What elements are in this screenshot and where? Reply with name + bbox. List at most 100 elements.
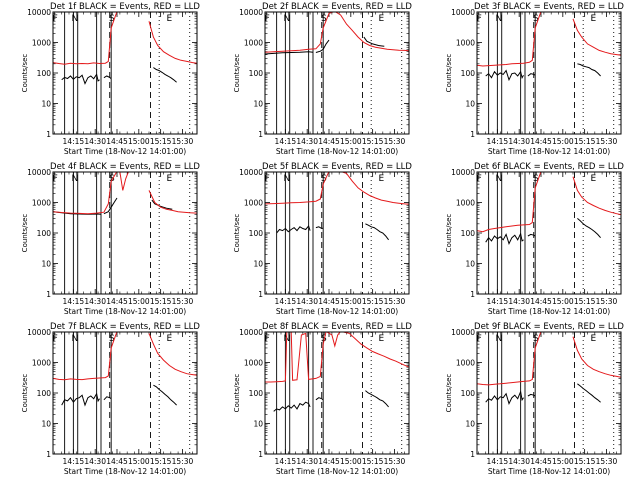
events-series-segment (153, 67, 177, 83)
x-tick-label: 15:00 (340, 457, 362, 466)
x-tick-label: 15:30 (172, 137, 194, 146)
panel-7: Det 7f BLACK = Events, RED = LLD 1 10 100 10… (21, 322, 200, 476)
marker-label-f: F (53, 14, 58, 24)
y-tick-label: 1 (46, 290, 51, 299)
y-axis-label: Counts/sec (233, 374, 241, 413)
panel-3: Det 3f BLACK = Events, RED = LLD 1 10 100 10… (445, 2, 624, 156)
events-series-segment (153, 384, 177, 406)
x-tick-label: 15:15 (150, 457, 172, 466)
y-tick-label: 100 (249, 69, 264, 78)
y-tick-label: 1000 (244, 199, 263, 208)
marker-label-n: N (495, 174, 502, 184)
x-tick-label: 14:30 (508, 297, 530, 306)
panel-6: Det 6f BLACK = Events, RED = LLD 1 10 100 10… (445, 162, 624, 316)
panel-title: Det 4f BLACK = Events, RED = LLD (50, 162, 200, 172)
panel-5: Det 5f BLACK = Events, RED = LLD 1 10 100 10… (233, 162, 412, 316)
x-axis-label: Start Time (18-Nov-12 14:01:00) (488, 307, 610, 316)
y-tick-label: 1 (258, 130, 263, 139)
x-tick-label: 15:15 (150, 297, 172, 306)
marker-label-s: S (321, 174, 327, 184)
x-tick-label: 15:15 (574, 457, 596, 466)
marker-label-s: S (321, 14, 327, 24)
y-tick-label: 1 (470, 450, 475, 459)
y-tick-label: 10000 (239, 168, 263, 177)
lld-series-segment (265, 172, 409, 205)
y-tick-label: 10000 (451, 168, 475, 177)
x-tick-label: 15:15 (574, 297, 596, 306)
x-tick-label: 14:45 (318, 297, 340, 306)
plot-frame (264, 331, 410, 455)
x-tick-label: 15:30 (596, 137, 618, 146)
x-tick-label: 15:15 (362, 457, 384, 466)
events-series-segment (485, 232, 524, 245)
y-tick-label: 1000 (456, 39, 475, 48)
x-tick-label: 14:45 (106, 297, 128, 306)
x-tick-label: 14:15 (275, 297, 297, 306)
events-series-segment (365, 223, 389, 241)
events-series-segment (577, 383, 601, 403)
x-tick-label: 14:45 (318, 137, 340, 146)
plot-frame (52, 171, 198, 295)
lld-series-segment (148, 333, 197, 376)
y-tick-label: 100 (461, 229, 476, 238)
marker-label-e: E (167, 174, 173, 184)
lld-series-segment (53, 172, 129, 215)
x-tick-label: 14:15 (487, 297, 509, 306)
y-tick-label: 10 (41, 100, 51, 109)
marker-label-f: F (265, 174, 270, 184)
events-series-segment (527, 393, 536, 397)
lld-series-segment (572, 336, 621, 378)
marker-label-f: F (265, 334, 270, 344)
y-axis-label: Counts/sec (233, 214, 241, 253)
panel-title: Det 7f BLACK = Events, RED = LLD (50, 322, 200, 332)
x-tick-label: 14:15 (487, 137, 509, 146)
x-axis-label: Start Time (18-Nov-12 14:01:00) (276, 467, 398, 476)
marker-label-n: N (71, 174, 78, 184)
y-tick-label: 1000 (32, 199, 51, 208)
marker-label-e: E (167, 14, 173, 24)
y-axis-label: Counts/sec (445, 214, 453, 253)
marker-label-e: E (167, 334, 173, 344)
x-tick-label: 14:30 (296, 457, 318, 466)
x-tick-label: 14:15 (63, 297, 85, 306)
y-tick-label: 100 (37, 389, 52, 398)
x-tick-label: 15:15 (362, 137, 384, 146)
events-series-segment (265, 51, 314, 55)
lld-series-segment (148, 190, 197, 214)
y-tick-label: 10 (465, 420, 475, 429)
events-series-segment (61, 73, 100, 85)
events-series-segment (577, 218, 601, 239)
y-tick-label: 1 (470, 290, 475, 299)
lld-series-segment (265, 332, 409, 383)
y-tick-label: 10000 (27, 328, 51, 337)
x-tick-label: 15:30 (384, 137, 406, 146)
y-tick-label: 10000 (27, 8, 51, 17)
events-series-segment (485, 389, 524, 405)
y-tick-label: 1 (470, 130, 475, 139)
x-tick-label: 14:15 (275, 457, 297, 466)
marker-label-f: F (477, 334, 482, 344)
x-tick-label: 14:15 (63, 457, 85, 466)
events-series-segment (151, 199, 173, 210)
events-series-segment (365, 390, 389, 408)
marker-label-s: S (533, 14, 539, 24)
plot-frame (476, 331, 622, 455)
x-tick-label: 14:30 (84, 297, 106, 306)
lld-series-segment (148, 21, 197, 64)
x-tick-label: 14:45 (106, 457, 128, 466)
y-tick-label: 10000 (239, 8, 263, 17)
events-series-segment (315, 226, 324, 230)
plot-frame (52, 11, 198, 135)
y-tick-label: 1 (258, 290, 263, 299)
x-tick-label: 14:15 (487, 457, 509, 466)
y-tick-label: 100 (37, 69, 52, 78)
x-tick-label: 15:00 (552, 137, 574, 146)
y-tick-label: 10 (465, 260, 475, 269)
x-tick-label: 14:30 (84, 457, 106, 466)
marker-label-s: S (109, 14, 115, 24)
marker-label-n: N (283, 174, 290, 184)
x-tick-label: 15:30 (596, 457, 618, 466)
x-tick-label: 15:30 (172, 457, 194, 466)
panel-title: Det 6f BLACK = Events, RED = LLD (474, 162, 624, 172)
